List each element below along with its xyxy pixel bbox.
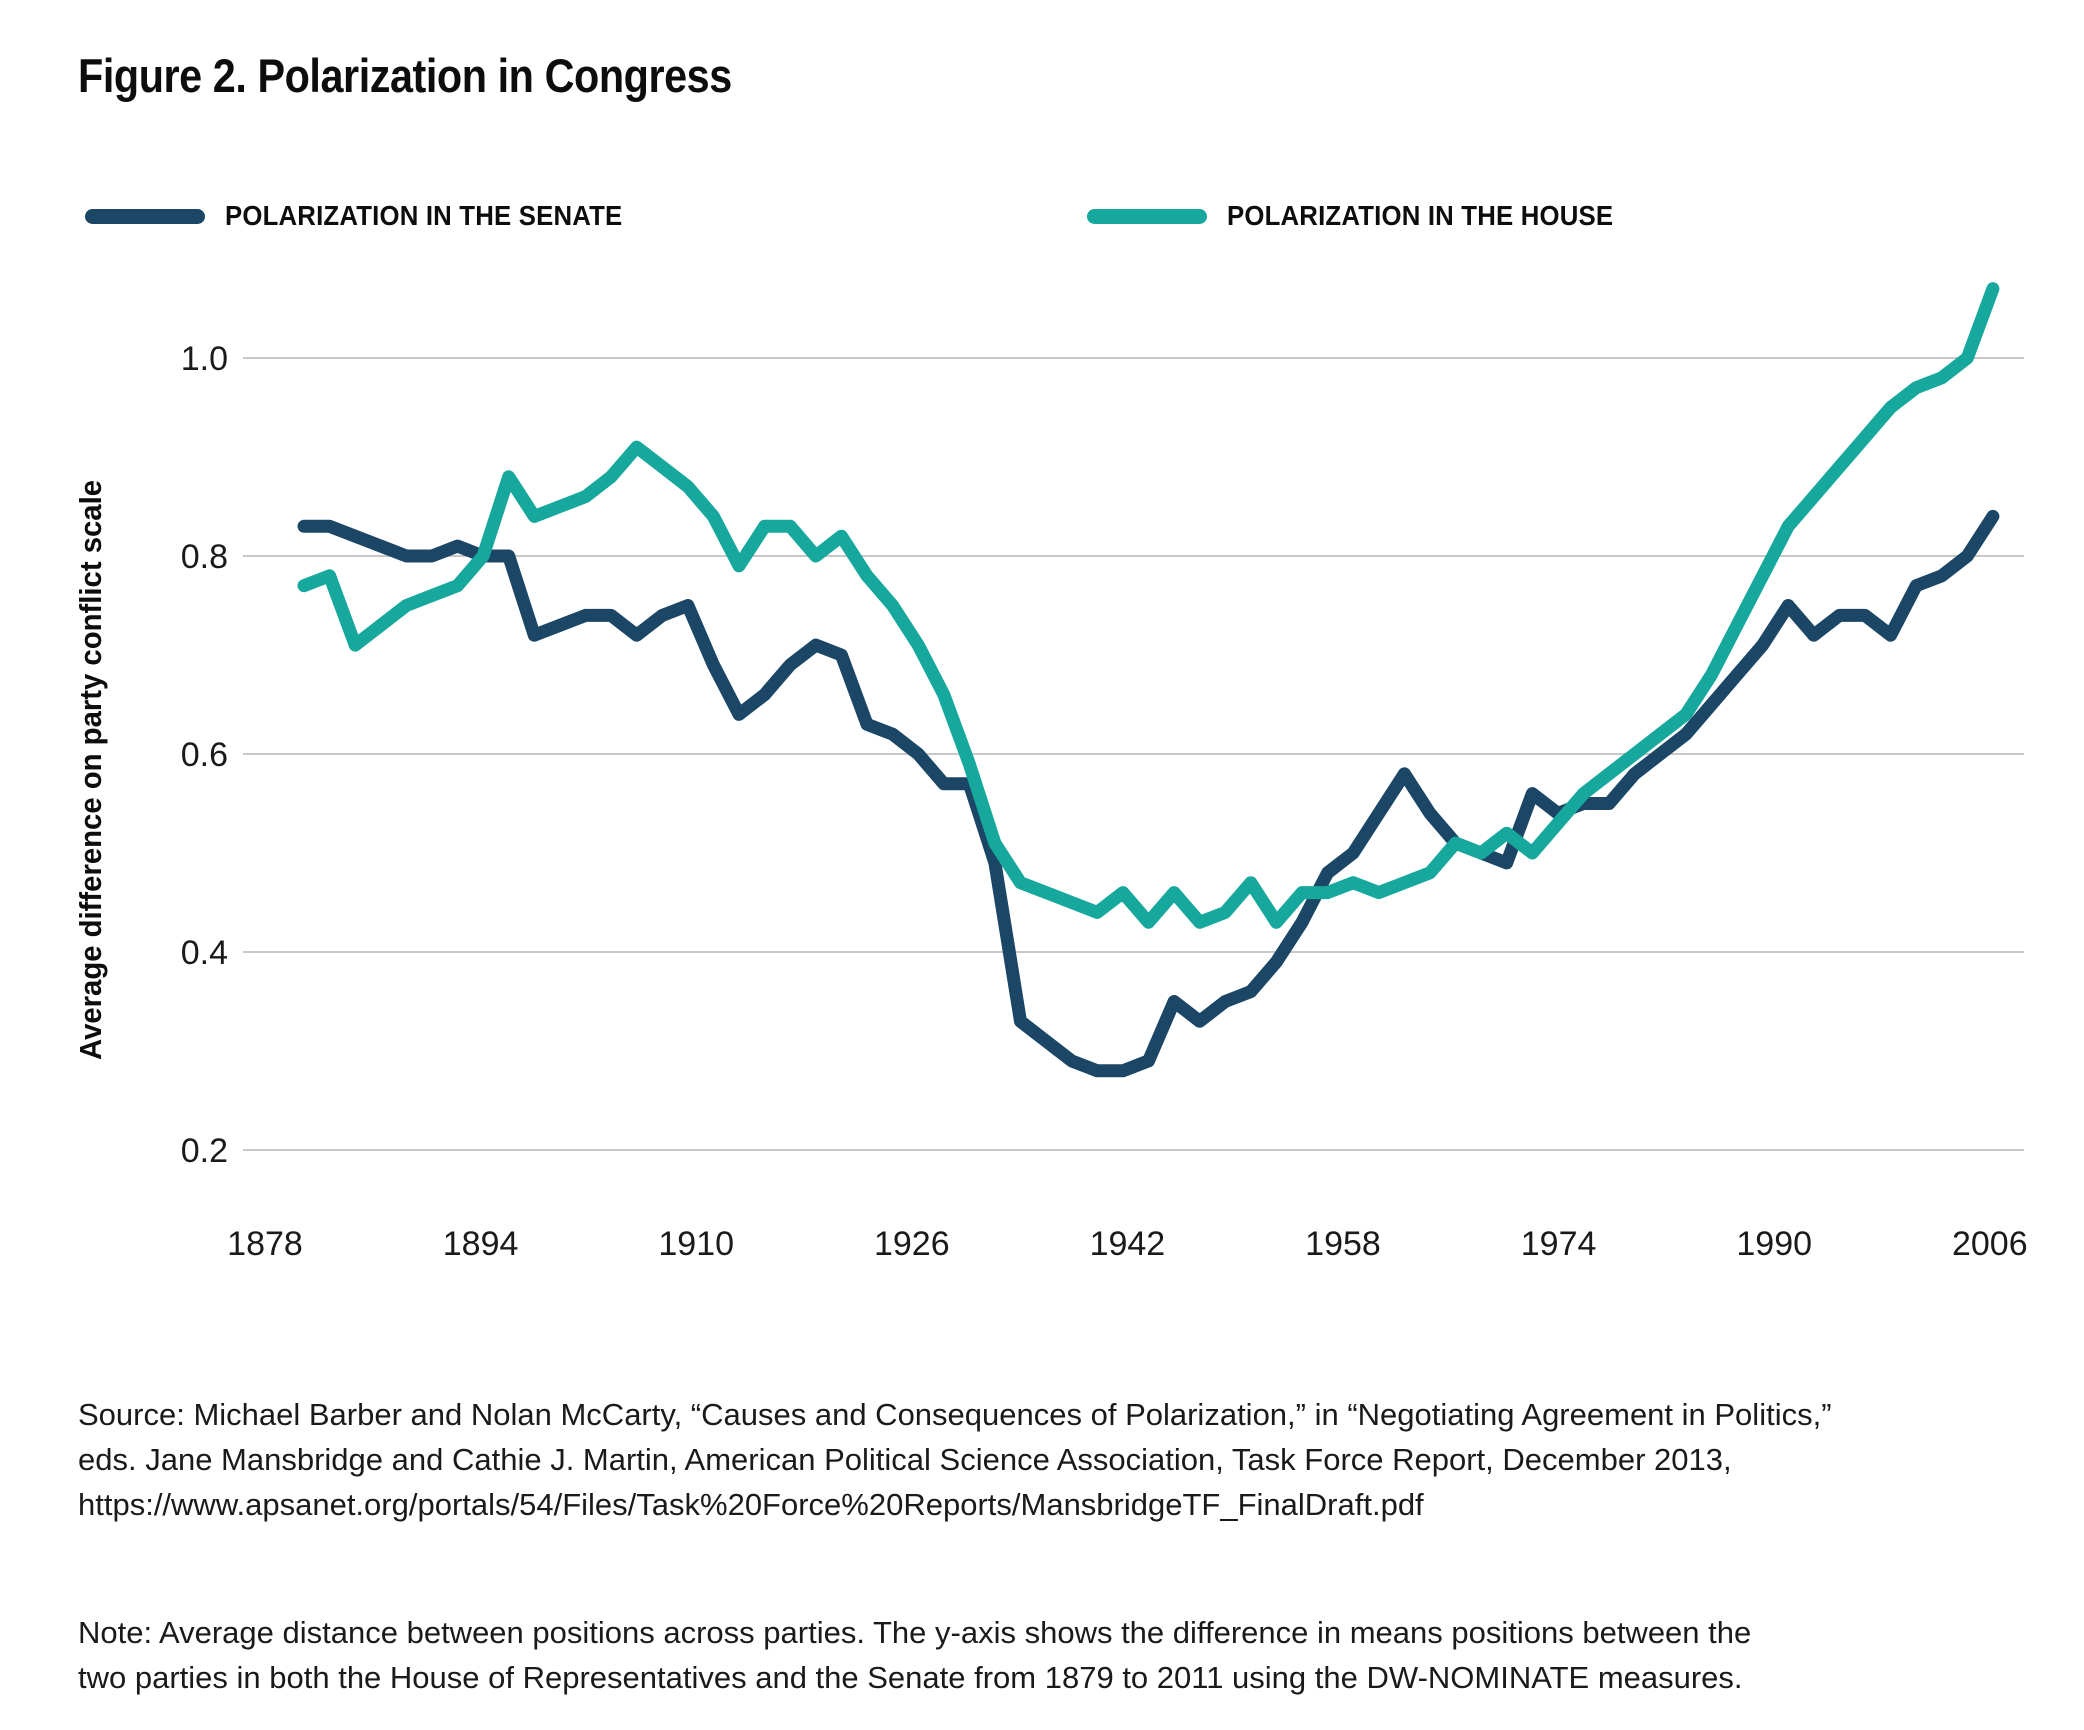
x-tick-label: 1926 (874, 1225, 950, 1263)
x-tick-label: 1878 (227, 1225, 303, 1263)
x-axis-tick-labels: 1878 1894 1910 1926 1942 1958 1974 1990 2006 (227, 1225, 2027, 1263)
x-tick-label: 2006 (1952, 1225, 2028, 1263)
legend-label-house: POLARIZATION IN THE HOUSE (1226, 200, 1614, 231)
source-line: https://www.apsanet.org/portals/54/Files… (78, 1487, 1424, 1522)
x-tick-label: 1942 (1090, 1225, 1166, 1263)
legend-item-house: POLARIZATION IN THE HOUSE (1086, 200, 1647, 232)
gridlines (243, 357, 2024, 1151)
y-axis-title: Average difference on party conflict sca… (73, 480, 108, 1060)
senate-line (297, 509, 2000, 1078)
plot-area (297, 282, 2000, 1078)
senate-swatch-icon (85, 208, 205, 224)
y-tick-label: 0.6 (181, 736, 228, 774)
house-swatch-icon (1086, 208, 1207, 224)
note-text: Note: Average distance between positions… (78, 1610, 1751, 1700)
y-tick-label: 1.0 (181, 340, 228, 378)
y-tick-label: 0.8 (181, 538, 228, 576)
note-line: two parties in both the House of Represe… (78, 1660, 1743, 1695)
y-tick-label: 0.4 (181, 934, 228, 972)
legend-item-senate: POLARIZATION IN THE SENATE (85, 200, 657, 232)
note-line: Note: Average distance between positions… (78, 1615, 1752, 1650)
x-tick-label: 1974 (1521, 1225, 1597, 1263)
source-line: eds. Jane Mansbridge and Cathie J. Marti… (78, 1442, 1732, 1477)
y-tick-label: 0.2 (181, 1132, 228, 1170)
x-tick-label: 1958 (1305, 1225, 1381, 1263)
legend-label-senate: POLARIZATION IN THE SENATE (225, 200, 623, 231)
y-axis-tick-labels: 0.2 0.4 0.6 0.8 1.0 (181, 340, 228, 1170)
source-text: Source: Michael Barber and Nolan McCarty… (78, 1392, 1832, 1527)
house-line (297, 282, 2000, 929)
x-tick-label: 1894 (443, 1225, 519, 1263)
source-line: Source: Michael Barber and Nolan McCarty… (78, 1397, 1832, 1432)
chart-legend: POLARIZATION IN THE SENATE POLARIZATION … (85, 200, 1647, 232)
x-tick-label: 1990 (1736, 1225, 1812, 1263)
figure-title: Figure 2. Polarization in Congress (78, 49, 732, 102)
x-tick-label: 1910 (658, 1225, 734, 1263)
